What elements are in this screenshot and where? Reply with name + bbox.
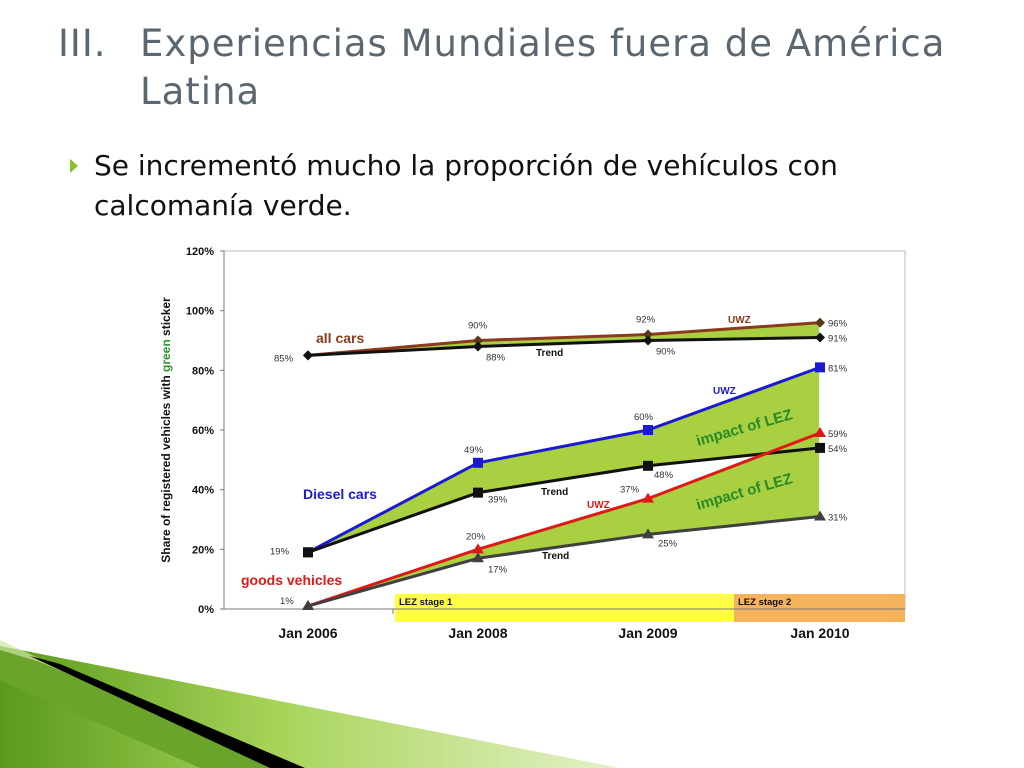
data-value-label: 81% [828, 363, 848, 374]
title-line-1: Experiencias Mundiales fuera de América [140, 22, 946, 65]
data-value-label: 17% [488, 564, 508, 575]
data-value-label: 54% [828, 444, 848, 455]
data-value-label: 39% [488, 495, 508, 506]
data-point [303, 350, 313, 361]
title-line-2: Latina [140, 70, 261, 113]
bullet-arrow-icon [70, 159, 78, 173]
data-value-label: 90% [468, 321, 488, 332]
data-point [303, 547, 313, 558]
y-tick-label: 120% [186, 246, 214, 258]
data-point [642, 528, 654, 539]
series-tag-trend: Trend [542, 551, 569, 562]
data-point [814, 426, 826, 437]
y-tick-label: 20% [192, 544, 214, 556]
y-tick-label: 80% [192, 365, 214, 377]
data-value-label: 31% [828, 513, 848, 524]
group-label-all-cars: all cars [316, 330, 364, 346]
data-value-label: 60% [634, 412, 654, 423]
data-point [643, 329, 653, 340]
lez-stage-1-label: LEZ stage 1 [399, 597, 453, 608]
data-point [815, 362, 825, 373]
data-value-label: 85% [274, 353, 294, 364]
y-tick-label: 0% [198, 604, 214, 616]
series-line [307, 515, 821, 608]
data-point [472, 552, 484, 563]
data-value-label: 20% [466, 531, 486, 542]
y-axis-title-part: green [159, 339, 173, 372]
y-axis-title-part: sticker [159, 297, 173, 339]
data-point [643, 425, 653, 435]
series-line [307, 336, 821, 357]
y-tick-label: 40% [192, 485, 214, 497]
series-tag-uwz: UWZ [728, 315, 751, 326]
series-line [307, 321, 821, 357]
data-point [302, 600, 314, 611]
data-value-label: 19% [270, 546, 290, 557]
data-value-label: 90% [656, 347, 676, 358]
data-point [815, 442, 825, 453]
data-value-label: 92% [636, 315, 656, 326]
slide-title: III. Experiencias Mundiales fuera de Amér… [58, 20, 998, 116]
data-point [643, 335, 653, 346]
data-point [473, 457, 483, 468]
series-tag-uwz: UWZ [713, 386, 736, 397]
data-point [815, 332, 825, 343]
data-value-label: 49% [464, 445, 484, 456]
series-tag-trend: Trend [541, 487, 568, 498]
corner-decoration [0, 640, 620, 768]
lez-stage-2-band [734, 594, 905, 622]
y-tick-label: 60% [192, 425, 214, 437]
lez-stage-1-band [395, 594, 734, 622]
series-tag-trend: Trend [536, 348, 563, 359]
y-axis-title-part: Share of registered vehicles with [159, 372, 173, 563]
data-point [473, 335, 483, 346]
data-value-label: 37% [620, 485, 640, 496]
bullet-item: Se incrementó mucho la proporción de veh… [70, 146, 970, 226]
data-point [814, 510, 826, 521]
data-value-label: 25% [658, 538, 678, 549]
series-line [307, 446, 821, 554]
x-category-label: Jan 2006 [278, 625, 337, 641]
data-point [472, 543, 484, 554]
title-number: III. [58, 22, 107, 65]
x-category-label: Jan 2010 [790, 625, 849, 641]
data-point [473, 487, 483, 498]
data-point [643, 460, 653, 471]
series-line [307, 365, 821, 554]
data-value-label: 59% [828, 429, 848, 440]
x-category-label: Jan 2009 [618, 625, 677, 641]
bullet-text: Se incrementó mucho la proporción de veh… [94, 149, 838, 222]
group-label-goods-vehicles: goods vehicles [241, 572, 342, 588]
y-tick-label: 100% [186, 306, 214, 318]
data-point [473, 341, 483, 352]
x-category-label: Jan 2008 [448, 625, 507, 641]
group-label-diesel-cars: Diesel cars [303, 486, 377, 502]
sticker-share-chart: 0% 20% 40% 60% 80% 100% 120% Share of registere… [159, 246, 906, 641]
data-value-label: 91% [828, 334, 848, 345]
data-value-label: 1% [280, 596, 294, 607]
series-line [307, 431, 821, 608]
series-tag-uwz: UWZ [587, 500, 610, 511]
data-value-label: 88% [486, 352, 506, 363]
data-point [815, 317, 825, 328]
data-value-label: 48% [654, 470, 674, 481]
data-value-label: 96% [828, 319, 848, 330]
y-axis-title: Share of registered vehicles with green … [159, 297, 173, 563]
lez-stage-2-label: LEZ stage 2 [738, 597, 791, 608]
data-point [642, 492, 654, 503]
